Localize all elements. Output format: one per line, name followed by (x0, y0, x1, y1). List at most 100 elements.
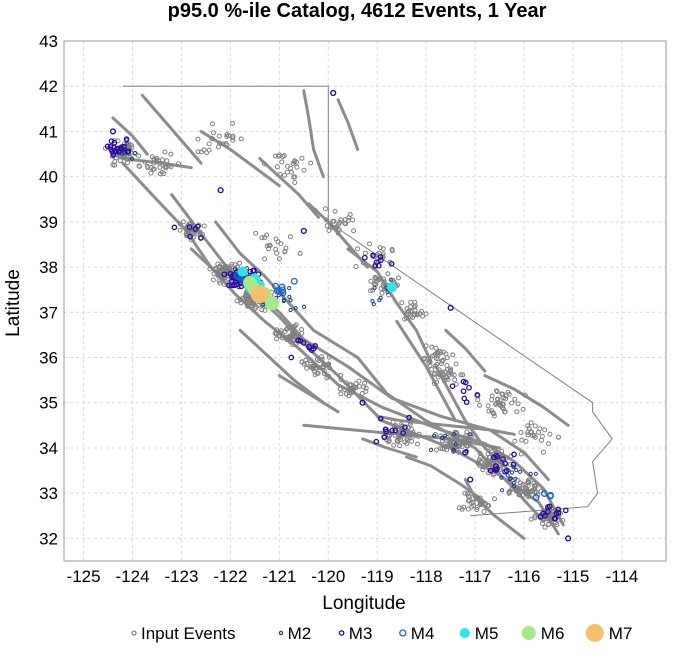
m3-event-point (492, 466, 499, 473)
m3-event-point (221, 271, 228, 278)
input-event-point (112, 159, 118, 164)
input-event-point (385, 271, 391, 277)
fault-line (463, 478, 526, 540)
input-event-point (493, 388, 499, 394)
input-event-point (377, 245, 383, 251)
input-event-point (195, 136, 201, 142)
input-event-point (276, 152, 282, 158)
x-tick-label: -118 (410, 567, 443, 586)
input-event-point (518, 430, 524, 435)
m3-event-point (228, 282, 235, 289)
y-tick-label: 32 (39, 529, 58, 548)
legend-label: M5 (475, 624, 499, 643)
x-tick-label: -117 (459, 567, 492, 586)
input-event-point (308, 160, 314, 166)
input-event-point (439, 358, 445, 364)
input-event-point (525, 432, 531, 438)
m2-event-point (443, 433, 448, 438)
input-event-point (274, 250, 280, 256)
input-event-point (209, 121, 215, 127)
input-event-point (515, 401, 521, 407)
input-event-point (429, 367, 434, 372)
input-event-point (461, 440, 467, 446)
m3-event-point (402, 424, 408, 431)
input-event-point (542, 524, 548, 530)
input-event-point (423, 311, 429, 317)
input-event-point (237, 260, 242, 266)
legend-marker (459, 628, 470, 638)
y-tick-label: 40 (39, 168, 58, 187)
input-event-point (237, 297, 243, 303)
y-tick-label: 42 (39, 77, 58, 96)
m2-event-point (508, 477, 513, 482)
input-event-point (197, 229, 203, 235)
input-event-point (210, 136, 215, 142)
input-event-point (292, 180, 298, 185)
input-event-point (411, 311, 417, 317)
fault-line (346, 247, 433, 364)
input-event-point (347, 212, 353, 217)
input-event-point (324, 223, 330, 229)
input-event-point (399, 300, 405, 306)
plot-frame (63, 40, 667, 562)
input-event-point (381, 280, 387, 286)
input-event-point (465, 491, 470, 497)
legend-label: M4 (411, 624, 435, 643)
input-event-point (435, 374, 441, 380)
input-event-point (304, 360, 310, 366)
x-tick-labels: -125 -124 -123 -122 -121 -120 -119 -118 -117 -116… (67, 567, 639, 586)
input-event-point (343, 380, 349, 386)
m3-event-point (372, 262, 379, 269)
input-event-point (444, 362, 450, 368)
m2-event-point (511, 480, 516, 486)
input-event-point (338, 377, 344, 382)
input-event-point (217, 269, 223, 275)
input-event-point (484, 461, 490, 467)
input-event-point (294, 164, 300, 170)
m2-event-point (513, 476, 518, 481)
m3-event-point (460, 388, 467, 395)
m4-event-point (273, 287, 281, 295)
input-event-point (262, 307, 268, 313)
input-event-point (405, 437, 411, 443)
legend-label: M6 (541, 624, 565, 643)
fault-line (361, 437, 418, 459)
event-points (102, 89, 572, 542)
fault-lines (111, 85, 613, 540)
input-event-point (350, 217, 355, 223)
m3-event-point (288, 354, 295, 361)
input-event-point (426, 360, 432, 366)
m4-event-point (532, 494, 540, 502)
input-event-point (368, 278, 374, 284)
m3-event-point (540, 510, 546, 517)
input-event-point (399, 423, 405, 429)
x-tick-label: -119 (361, 567, 394, 586)
m5-event-point (237, 266, 248, 277)
input-event-point (351, 228, 357, 234)
input-event-point (429, 344, 435, 350)
input-event-point (432, 351, 438, 357)
m3-event-point (449, 383, 456, 390)
fault-line (483, 374, 570, 427)
input-event-point (520, 406, 526, 412)
input-event-point (415, 441, 420, 447)
input-event-point (556, 434, 561, 440)
m3-event-point (192, 226, 199, 232)
input-event-point (476, 461, 482, 467)
input-event-point (337, 386, 343, 392)
input-event-point (362, 380, 368, 386)
m2-event-point (499, 475, 504, 480)
input-event-point (539, 433, 545, 439)
input-event-point (235, 264, 240, 270)
input-event-point (343, 221, 349, 227)
m2-event-point (432, 433, 437, 438)
fault-line (302, 89, 325, 179)
input-event-point (359, 391, 365, 396)
input-event-point (284, 326, 289, 332)
m7-event-point (250, 285, 269, 304)
input-event-point (168, 151, 174, 157)
input-event-point (157, 164, 163, 170)
input-event-point (274, 336, 279, 342)
m3-event-point (466, 384, 472, 391)
